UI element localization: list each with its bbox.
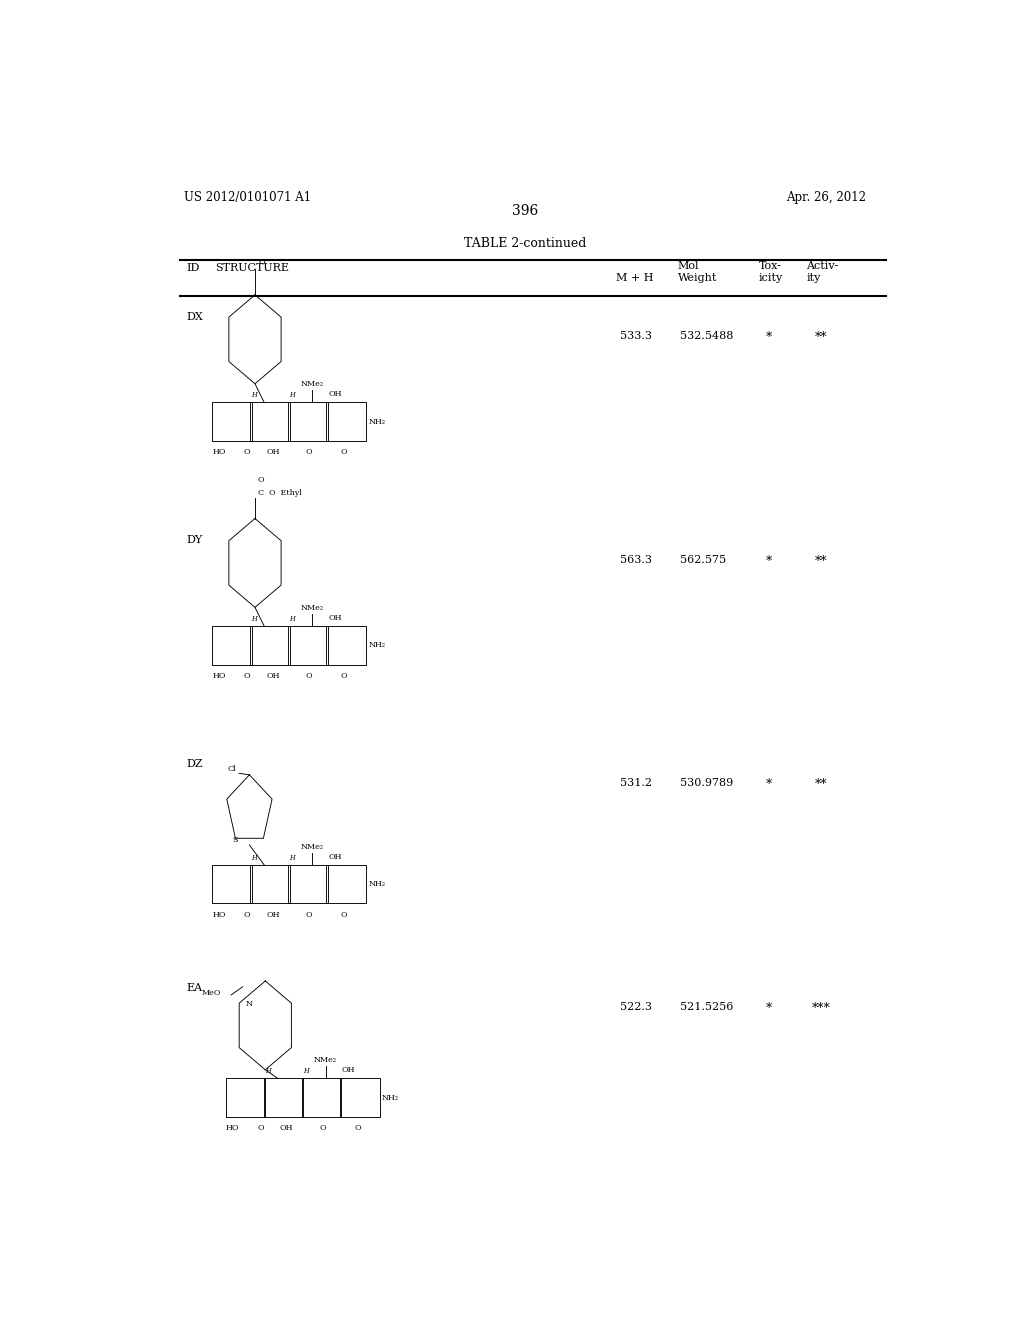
Text: DX: DX: [186, 312, 203, 322]
Text: OH: OH: [266, 911, 280, 919]
Text: M + H: M + H: [616, 273, 653, 284]
Text: NMe₂: NMe₂: [301, 842, 324, 850]
Text: 522.3: 522.3: [620, 1002, 652, 1012]
Text: O: O: [259, 259, 265, 267]
Text: O: O: [306, 447, 312, 457]
Text: HO: HO: [212, 672, 225, 680]
Text: O: O: [319, 1125, 326, 1133]
Text: 533.3: 533.3: [620, 331, 652, 341]
Text: O: O: [306, 911, 312, 919]
Text: H: H: [303, 1067, 308, 1076]
Text: O: O: [341, 911, 347, 919]
Text: H: H: [251, 391, 257, 399]
Text: **: **: [814, 554, 827, 568]
Text: N: N: [245, 1001, 252, 1008]
Text: NMe₂: NMe₂: [301, 603, 324, 611]
Text: ID: ID: [186, 263, 200, 273]
Text: S: S: [232, 837, 238, 845]
Text: OH: OH: [329, 391, 342, 399]
Text: *: *: [765, 779, 771, 792]
Text: O: O: [257, 1125, 264, 1133]
Text: 530.9789: 530.9789: [680, 779, 733, 788]
Text: C: C: [257, 490, 263, 498]
Text: 562.575: 562.575: [680, 554, 726, 565]
Text: 396: 396: [512, 205, 538, 218]
Text: Weight: Weight: [678, 273, 718, 284]
Text: **: **: [814, 331, 827, 345]
Text: US 2012/0101071 A1: US 2012/0101071 A1: [183, 191, 310, 203]
Text: O: O: [341, 672, 347, 680]
Text: icity: icity: [759, 273, 783, 284]
Text: ity: ity: [807, 273, 821, 284]
Text: MeO: MeO: [202, 989, 221, 997]
Text: H: H: [290, 391, 295, 399]
Text: *: *: [765, 554, 771, 568]
Text: ***: ***: [811, 1002, 830, 1015]
Text: OH: OH: [329, 614, 342, 622]
Text: Apr. 26, 2012: Apr. 26, 2012: [786, 191, 866, 203]
Text: 531.2: 531.2: [620, 779, 652, 788]
Text: NH₂: NH₂: [369, 417, 386, 425]
Text: Activ-: Activ-: [807, 261, 839, 271]
Text: Tox-: Tox-: [759, 261, 781, 271]
Text: NMe₂: NMe₂: [314, 1056, 337, 1064]
Text: O: O: [244, 672, 251, 680]
Text: H: H: [265, 1067, 270, 1076]
Text: NH₂: NH₂: [369, 880, 386, 888]
Text: OH: OH: [280, 1125, 293, 1133]
Text: **: **: [814, 779, 827, 792]
Text: 563.3: 563.3: [620, 554, 652, 565]
Text: EA: EA: [186, 982, 202, 993]
Text: H: H: [290, 615, 295, 623]
Text: *: *: [765, 1002, 771, 1015]
Text: OH: OH: [266, 447, 280, 457]
Text: OH: OH: [329, 853, 342, 861]
Text: 521.5256: 521.5256: [680, 1002, 734, 1012]
Text: OH: OH: [342, 1067, 355, 1074]
Text: H: H: [290, 854, 295, 862]
Text: 532.5488: 532.5488: [680, 331, 734, 341]
Text: HO: HO: [212, 447, 225, 457]
Text: Mol: Mol: [678, 261, 699, 271]
Text: O: O: [257, 477, 264, 484]
Text: H: H: [251, 854, 257, 862]
Text: HO: HO: [212, 911, 225, 919]
Text: DZ: DZ: [186, 759, 203, 770]
Text: Cl: Cl: [228, 766, 237, 774]
Text: *: *: [765, 331, 771, 345]
Text: NMe₂: NMe₂: [301, 380, 324, 388]
Text: O: O: [354, 1125, 360, 1133]
Text: DY: DY: [186, 536, 202, 545]
Text: TABLE 2-continued: TABLE 2-continued: [464, 236, 586, 249]
Text: NH₂: NH₂: [369, 642, 386, 649]
Text: O: O: [244, 447, 251, 457]
Text: O: O: [341, 447, 347, 457]
Text: NH₂: NH₂: [382, 1093, 399, 1102]
Text: H: H: [251, 615, 257, 623]
Text: HO: HO: [225, 1125, 240, 1133]
Text: O  Ethyl: O Ethyl: [269, 490, 302, 498]
Text: STRUCTURE: STRUCTURE: [215, 263, 290, 273]
Text: OH: OH: [266, 672, 280, 680]
Text: O: O: [244, 911, 251, 919]
Text: O: O: [306, 672, 312, 680]
